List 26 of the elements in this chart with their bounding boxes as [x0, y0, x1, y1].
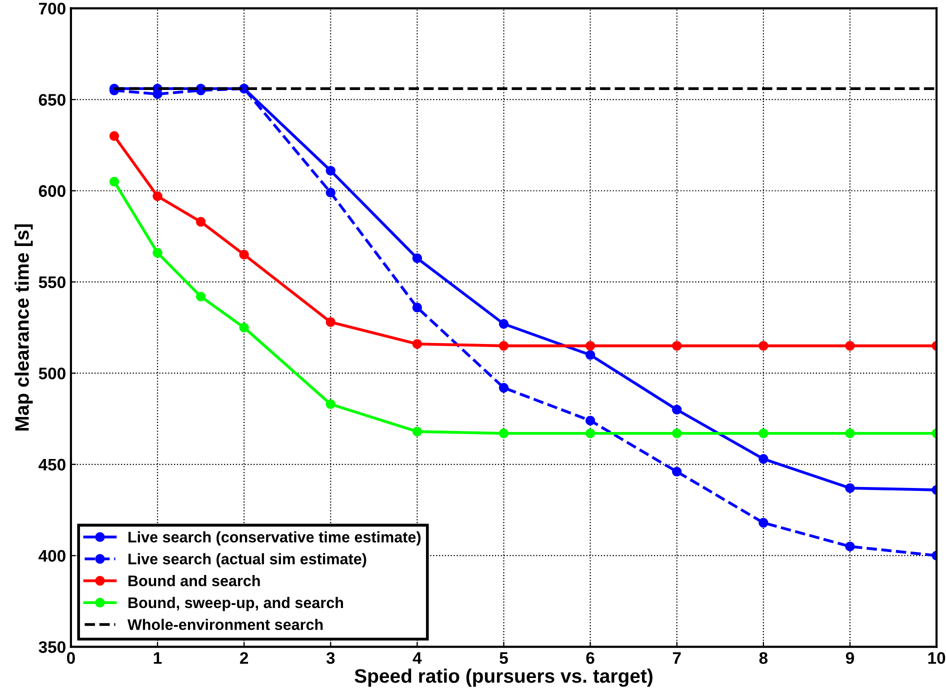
- legend-label: Bound and search: [128, 575, 260, 586]
- y-tick-label: 650: [38, 94, 66, 106]
- x-tick-label: 6: [586, 652, 594, 664]
- x-tick-label: 1: [154, 652, 162, 664]
- y-tick-label: 500: [38, 368, 66, 380]
- legend-label: Whole-environment search: [127, 618, 323, 630]
- x-tick-label: 7: [672, 652, 681, 664]
- y-axis-title: Map clearance time [s]: [14, 224, 33, 431]
- legend-label: Bound, sweep-up, and search: [128, 596, 343, 612]
- x-tick-label: 10: [928, 652, 946, 664]
- legend-label: Live search (actual sim estimate): [128, 553, 366, 568]
- x-tick-label: 8: [759, 652, 768, 664]
- y-tick-label: 350: [38, 641, 66, 654]
- x-tick-label: 0: [66, 652, 75, 664]
- x-tick-label: 9: [846, 652, 854, 664]
- y-tick-label: 450: [38, 458, 66, 471]
- legend-label: Live search (conservative time estimate): [128, 531, 421, 546]
- x-axis-title: Speed ratio (pursuers vs. target): [354, 668, 652, 687]
- y-tick-label: 550: [38, 276, 66, 288]
- x-tick-label: 3: [326, 652, 335, 664]
- y-tick-label: 600: [38, 185, 66, 197]
- x-tick-label: 2: [240, 652, 248, 664]
- y-tick-label: 400: [38, 550, 66, 562]
- y-tick-label: 700: [39, 2, 66, 15]
- x-tick-label: 5: [500, 652, 508, 664]
- x-tick-label: 4: [412, 652, 422, 664]
